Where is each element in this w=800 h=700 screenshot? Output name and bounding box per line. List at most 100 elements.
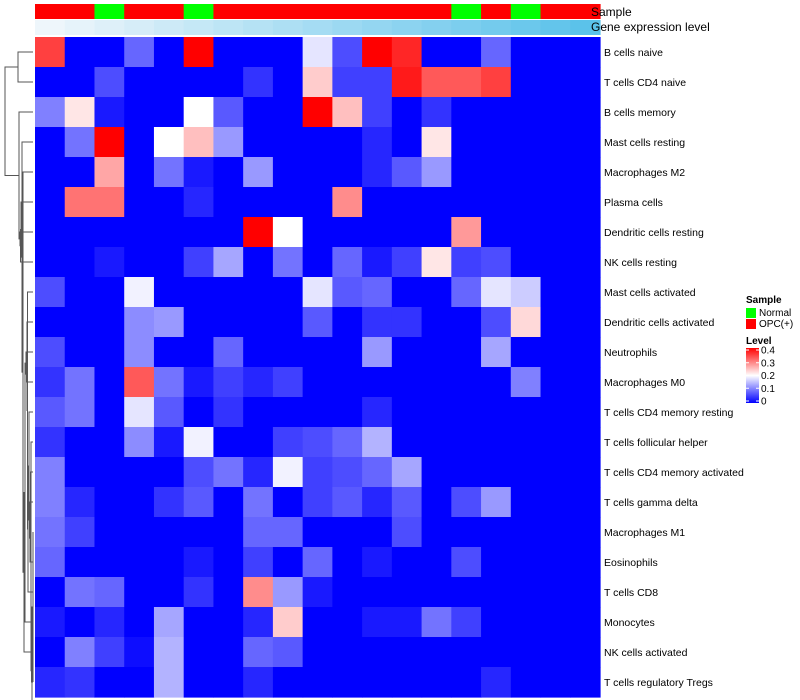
heatmap-cell [272, 337, 304, 368]
heatmap-cell [570, 37, 601, 68]
heatmap-cell [272, 517, 304, 548]
heatmap-cell [243, 547, 274, 578]
heatmap-cell [421, 607, 452, 638]
heatmap-cell [540, 367, 571, 398]
heatmap-cell [272, 307, 304, 338]
sample-annotation-cell [64, 4, 96, 19]
heatmap-cell [570, 487, 601, 518]
heatmap-cell [362, 667, 393, 698]
heatmap-cell [243, 277, 274, 308]
sample-annotation-cell [153, 4, 185, 19]
heatmap-cell [391, 97, 423, 128]
heatmap-cell [362, 367, 393, 398]
heatmap-cell [243, 307, 274, 338]
heatmap-cell [362, 97, 393, 128]
heatmap-cell [391, 667, 423, 698]
heatmap-cell [124, 277, 155, 308]
heatmap-cell [35, 427, 66, 458]
heatmap-cell [124, 427, 155, 458]
heatmap-cell [94, 277, 125, 308]
heatmap-cell [302, 247, 333, 278]
heatmap-cell [124, 187, 155, 218]
row-label: Mast cells activated [604, 287, 696, 299]
row-label: Macrophages M2 [604, 167, 685, 179]
heatmap-cell [213, 577, 244, 608]
heatmap-cell [64, 157, 96, 188]
heatmap-cell [153, 367, 185, 398]
heatmap-cell [213, 487, 244, 518]
heatmap-cell [213, 457, 244, 488]
expression-annotation-cell [124, 20, 155, 35]
heatmap-cell [451, 277, 482, 308]
heatmap-cell [124, 127, 155, 158]
heatmap-cell [362, 277, 393, 308]
expression-annotation-cell [94, 20, 125, 35]
legend-swatch-normal [746, 308, 756, 318]
heatmap-cell [213, 337, 244, 368]
heatmap-cell [510, 157, 542, 188]
heatmap-cell [243, 667, 274, 698]
heatmap-cell [64, 367, 96, 398]
heatmap-cell [391, 607, 423, 638]
heatmap-cell [213, 247, 244, 278]
heatmap-cell [94, 637, 125, 668]
heatmap-cell [183, 277, 215, 308]
heatmap-cell [510, 187, 542, 218]
expression-annotation-cell [362, 20, 393, 35]
sample-annotation-cell [124, 4, 155, 19]
heatmap-cell [64, 517, 96, 548]
heatmap-cell [540, 547, 571, 578]
heatmap-cell [481, 97, 512, 128]
expression-annotation-cell [302, 20, 333, 35]
expression-annotation-cell [272, 20, 304, 35]
heatmap-cell [332, 487, 363, 518]
row-label: T cells CD4 naive [604, 77, 686, 89]
expression-annotation-cell [64, 20, 96, 35]
heatmap-cell [510, 67, 542, 98]
heatmap-cell [451, 217, 482, 248]
heatmap-cell [35, 607, 66, 638]
row-label: T cells CD4 memory activated [604, 467, 744, 479]
heatmap-cell [391, 427, 423, 458]
heatmap-cell [124, 37, 155, 68]
sample-annotation-cell [481, 4, 512, 19]
heatmap-cell [362, 217, 393, 248]
legend-level-ticks: 0.40.3 0.2 0.1 0 [746, 346, 775, 408]
heatmap-cell [362, 457, 393, 488]
heatmap-cell [213, 517, 244, 548]
heatmap-cell [540, 397, 571, 428]
heatmap-cell [421, 337, 452, 368]
heatmap-cell [153, 547, 185, 578]
dendrogram-branch [4, 66, 19, 176]
heatmap-cell [272, 667, 304, 698]
heatmap-cell [94, 487, 125, 518]
heatmap-cell [362, 547, 393, 578]
heatmap-cell [153, 277, 185, 308]
heatmap-cell [153, 127, 185, 158]
heatmap-cell [451, 307, 482, 338]
heatmap-cell [94, 67, 125, 98]
heatmap-cell [64, 457, 96, 488]
heatmap-cell [302, 547, 333, 578]
heatmap-cell [510, 307, 542, 338]
sample-annotation-cell [243, 4, 274, 19]
heatmap-cell [540, 307, 571, 338]
heatmap-cell [302, 457, 333, 488]
heatmap-cell [124, 547, 155, 578]
row-label: T cells follicular helper [604, 437, 708, 449]
heatmap-cell [94, 667, 125, 698]
heatmap-cell [540, 457, 571, 488]
heatmap-cell [153, 247, 185, 278]
heatmap-cell [213, 427, 244, 458]
heatmap-cell [302, 397, 333, 428]
row-label: T cells regulatory Tregs [604, 677, 713, 689]
heatmap-cell [540, 97, 571, 128]
expression-annotation-cell [510, 20, 542, 35]
heatmap-cell [243, 427, 274, 458]
heatmap-cell [124, 157, 155, 188]
heatmap-cell [35, 67, 66, 98]
heatmap-cell [510, 637, 542, 668]
heatmap-cell [35, 577, 66, 608]
heatmap-cell [421, 397, 452, 428]
